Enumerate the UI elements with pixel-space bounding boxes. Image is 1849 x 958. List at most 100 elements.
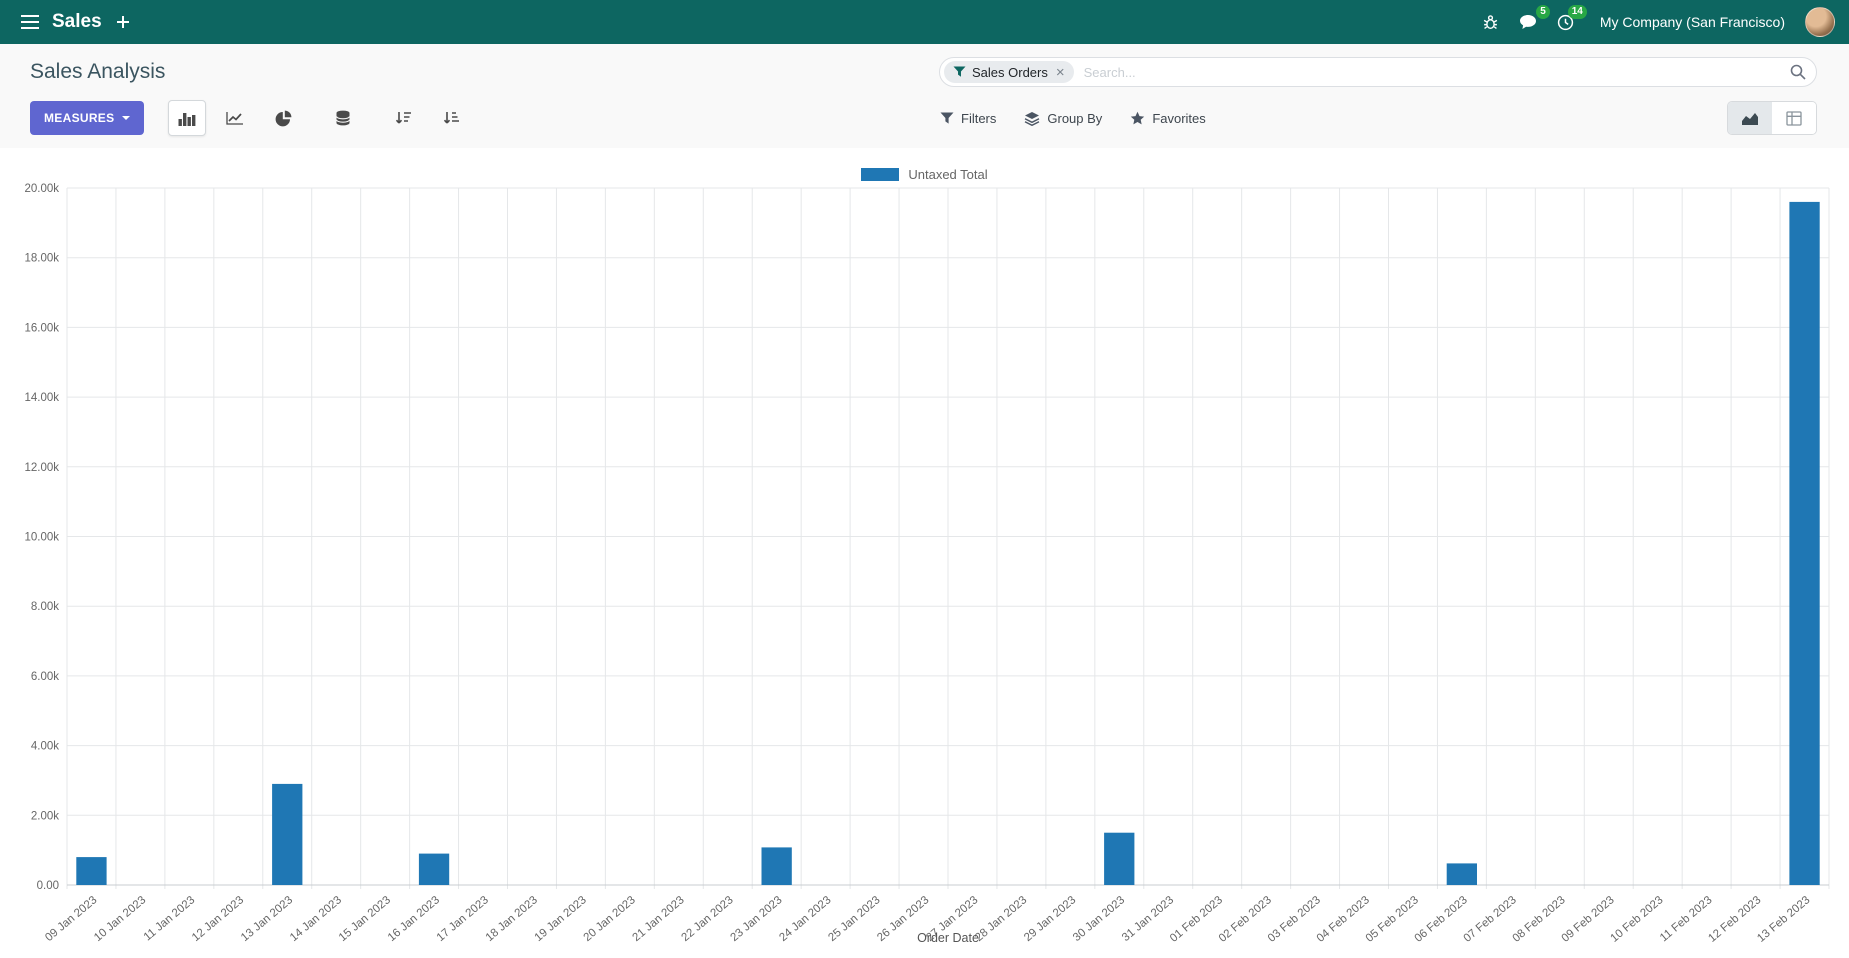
sort-descending-button[interactable] [384,100,422,136]
bar-chart-mode-button[interactable] [168,100,207,136]
group-by-label: Group By [1047,110,1103,126]
svg-text:18 Jan 2023: 18 Jan 2023 [484,894,540,944]
graph-view-button[interactable] [1728,102,1772,134]
filter-facet-icon [953,66,966,77]
svg-text:Order Date: Order Date [917,931,979,945]
search-input[interactable] [1081,63,1790,81]
pivot-view-button[interactable] [1772,102,1816,134]
chart-region: Untaxed Total 0.00 2.00k 4.00k 6.00k 8.00k 10… [0,148,1849,955]
svg-text:15 Jan 2023: 15 Jan 2023 [337,894,393,944]
activities-button[interactable]: 14 [1553,4,1587,35]
top-navbar: Sales 5 14 My C [0,0,1849,44]
bug-icon [1483,14,1498,29]
svg-text:4.00k: 4.00k [31,741,59,753]
svg-text:24 Jan 2023: 24 Jan 2023 [777,894,833,944]
group-by-dropdown[interactable]: Group By [1024,111,1102,126]
svg-text:08 Feb 2023: 08 Feb 2023 [1511,894,1568,945]
debug-button[interactable] [1478,10,1503,35]
chevron-down-icon [122,116,131,120]
svg-text:20.00k: 20.00k [24,183,59,195]
apps-menu-button[interactable] [14,8,46,36]
sort-ascending-button[interactable] [432,100,470,136]
filters-label: Filters [961,110,997,126]
search-facet[interactable]: Sales Orders × [944,61,1074,83]
svg-text:10.00k: 10.00k [24,532,59,544]
stacked-toggle-button[interactable] [324,100,362,136]
favorites-dropdown[interactable]: Favorites [1130,110,1206,126]
app-name[interactable]: Sales [52,11,102,32]
svg-text:14.00k: 14.00k [24,392,59,404]
favorites-label: Favorites [1152,110,1206,126]
facet-remove-button[interactable]: × [1055,63,1065,81]
svg-text:30 Jan 2023: 30 Jan 2023 [1071,894,1127,944]
user-avatar[interactable] [1805,7,1835,37]
svg-text:03 Feb 2023: 03 Feb 2023 [1266,894,1323,945]
messages-badge: 5 [1536,5,1550,19]
view-switcher [1727,101,1817,135]
svg-text:18.00k: 18.00k [24,253,59,265]
search-facet-label: Sales Orders [972,64,1048,80]
layers-icon [1025,111,1040,126]
svg-text:12.00k: 12.00k [24,462,59,474]
measures-label: MEASURES [44,111,115,125]
svg-text:16.00k: 16.00k [24,322,59,334]
svg-text:22 Jan 2023: 22 Jan 2023 [680,894,736,944]
svg-text:29 Jan 2023: 29 Jan 2023 [1022,894,1078,944]
svg-text:0.00: 0.00 [37,880,59,892]
page-title: Sales Analysis [30,60,166,83]
svg-text:19 Jan 2023: 19 Jan 2023 [533,894,589,944]
svg-text:2.00k: 2.00k [31,810,59,822]
svg-text:20 Jan 2023: 20 Jan 2023 [582,894,638,944]
svg-text:07 Feb 2023: 07 Feb 2023 [1462,894,1519,945]
svg-text:11 Jan 2023: 11 Jan 2023 [142,894,198,943]
line-chart-icon [226,112,244,125]
search-icon[interactable] [1790,64,1806,80]
pie-chart-mode-button[interactable] [264,100,302,136]
clock-icon [1557,14,1573,30]
svg-text:16 Jan 2023: 16 Jan 2023 [386,894,442,944]
activities-badge: 14 [1567,4,1587,19]
svg-text:6.00k: 6.00k [31,671,59,683]
filters-dropdown[interactable]: Filters [940,111,996,126]
svg-text:23 Jan 2023: 23 Jan 2023 [728,894,784,944]
measures-button[interactable]: MEASURES [30,101,145,135]
svg-text:02 Feb 2023: 02 Feb 2023 [1217,894,1274,945]
filter-icon [940,112,954,124]
svg-text:09 Jan 2023: 09 Jan 2023 [43,894,99,944]
svg-text:12 Feb 2023: 12 Feb 2023 [1706,894,1763,945]
plus-icon [116,16,129,28]
search-bar[interactable]: Sales Orders × [939,57,1817,87]
new-tab-button[interactable] [110,9,136,35]
legend-color-swatch [861,167,900,181]
svg-text:06 Feb 2023: 06 Feb 2023 [1413,894,1470,945]
svg-text:05 Feb 2023: 05 Feb 2023 [1364,894,1421,945]
svg-text:13 Feb 2023: 13 Feb 2023 [1755,894,1812,945]
star-icon [1131,111,1145,124]
svg-text:25 Jan 2023: 25 Jan 2023 [826,894,882,944]
pie-chart-icon [275,110,292,126]
svg-text:13 Jan 2023: 13 Jan 2023 [239,894,295,944]
bar-chart[interactable]: 0.00 2.00k 4.00k 6.00k 8.00k 10.00k 12.00k 14.0… [0,182,1849,955]
bar-chart-icon [178,113,196,126]
systray: 5 14 My Company (San Francisco) [1478,4,1835,37]
messages-button[interactable]: 5 [1515,5,1550,34]
svg-text:17 Jan 2023: 17 Jan 2023 [435,894,491,944]
line-chart-mode-button[interactable] [216,100,254,136]
pivot-table-icon [1786,110,1802,126]
svg-text:8.00k: 8.00k [31,601,59,613]
stacked-database-icon [336,110,351,126]
svg-text:14 Jan 2023: 14 Jan 2023 [288,894,344,944]
company-switcher[interactable]: My Company (San Francisco) [1599,14,1785,30]
legend-label: Untaxed Total [908,166,988,182]
svg-text:10 Jan 2023: 10 Jan 2023 [92,894,148,944]
chart-legend[interactable]: Untaxed Total [0,148,1849,182]
sort-descending-icon [395,112,411,124]
hamburger-icon [21,15,39,29]
svg-text:12 Jan 2023: 12 Jan 2023 [190,894,246,944]
svg-text:09 Feb 2023: 09 Feb 2023 [1560,894,1617,945]
control-panel: Sales Analysis Sales Orders × MEASURES [0,44,1849,148]
svg-text:28 Jan 2023: 28 Jan 2023 [973,894,1029,944]
svg-text:04 Feb 2023: 04 Feb 2023 [1315,894,1372,945]
svg-text:10 Feb 2023: 10 Feb 2023 [1608,894,1665,945]
